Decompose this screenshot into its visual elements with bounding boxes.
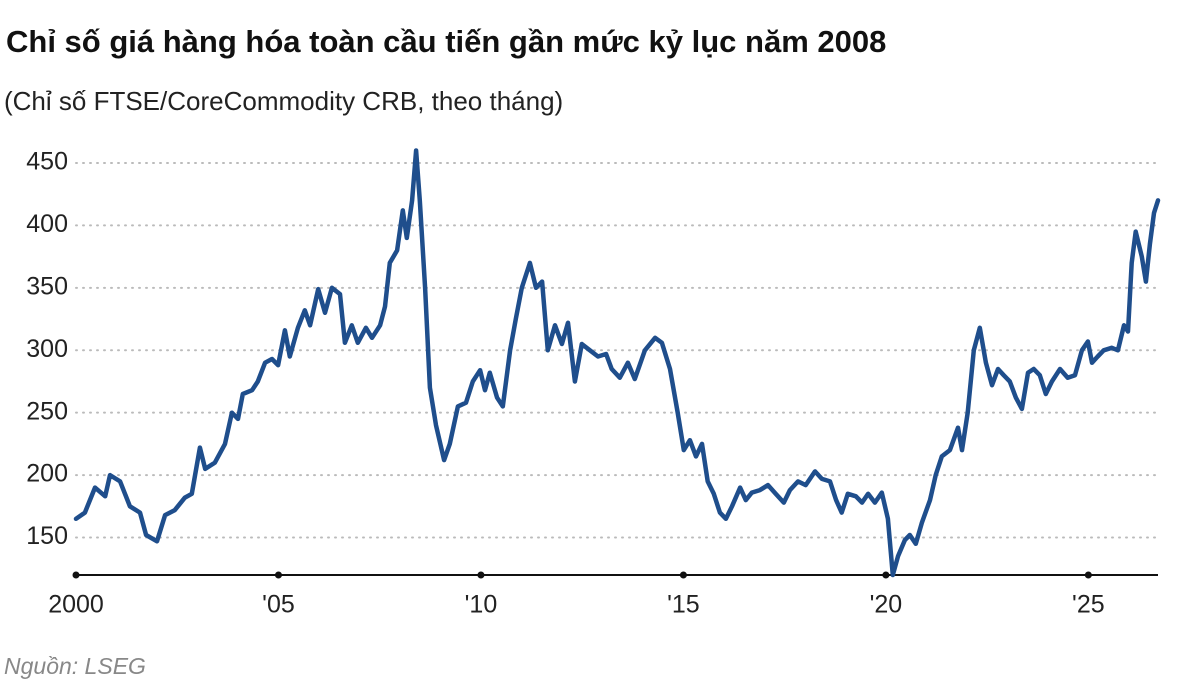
source: Nguồn: LSEG [4,653,146,679]
x-tick [882,571,890,579]
y-tick-label: 150 [26,522,68,550]
chart-subtitle: (Chỉ số FTSE/CoreCommodity CRB, theo thá… [4,86,563,116]
x-tick [477,571,485,579]
x-tick [274,571,282,579]
y-tick-label: 450 [26,148,68,176]
x-tick-label: 2000 [48,591,104,619]
x-tick-label: '20 [870,591,903,619]
x-tick [72,571,80,579]
y-tick-label: 350 [26,272,68,300]
data-line [73,148,1161,578]
y-tick-label: 200 [26,460,68,488]
x-tick-label: '05 [262,591,295,619]
chart-title: Chỉ số giá hàng hóa toàn cầu tiến gần mứ… [6,24,886,59]
x-tick-label: '15 [667,591,700,619]
x-tick-label: '10 [465,591,498,619]
y-tick-label: 300 [26,335,68,363]
y-tick-label: 250 [26,397,68,425]
x-tick [679,571,687,579]
x-tick [1084,571,1092,579]
y-tick-label: 400 [26,210,68,238]
x-tick-label: '25 [1072,591,1105,619]
